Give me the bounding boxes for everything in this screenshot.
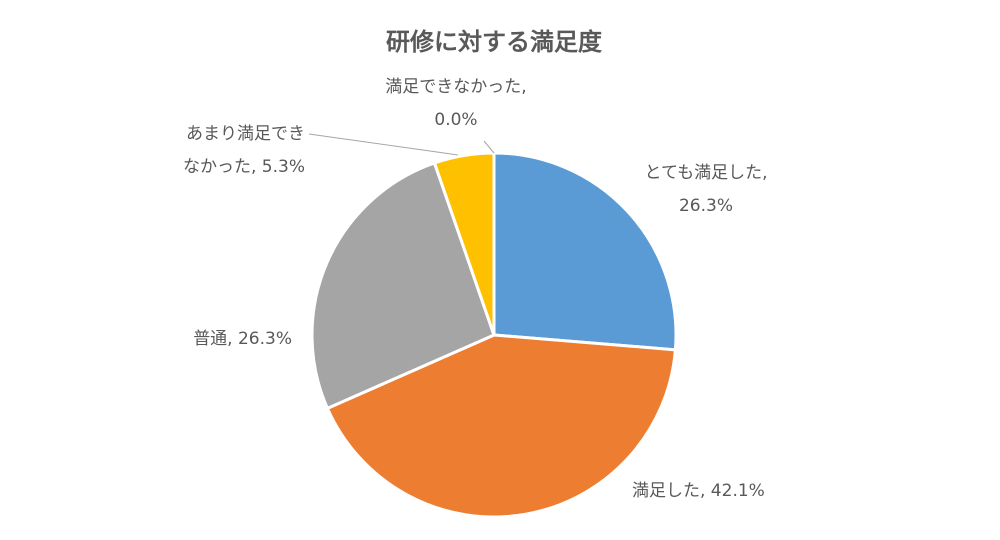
- data-label-line: 満足した, 42.1%: [632, 481, 765, 501]
- leader-lines: [308, 133, 495, 156]
- pie-slices: [310, 151, 678, 519]
- data-label-line: 普通, 26.3%: [193, 329, 292, 349]
- data-labels: とても満足した, 26.3% 満足した, 42.1% 普通, 26.3% あまり満足でき…: [183, 77, 768, 501]
- data-label-line: 0.0%: [434, 110, 477, 130]
- leader-line: [483, 140, 495, 154]
- data-label-line: なかった, 5.3%: [183, 157, 305, 177]
- data-label: とても満足した, 26.3%: [644, 163, 767, 216]
- pie-slice: [325, 333, 678, 519]
- data-label-line: 満足できなかった,: [385, 77, 526, 97]
- data-label: 満足した, 42.1%: [632, 481, 765, 501]
- data-label-line: 26.3%: [679, 196, 733, 216]
- data-label: あまり満足できなかった, 5.3%: [183, 124, 305, 177]
- data-label: 普通, 26.3%: [193, 329, 292, 349]
- chart-title: 研修に対する満足度: [386, 28, 603, 56]
- pie-slice: [310, 161, 496, 411]
- data-label-line: あまり満足でき: [186, 124, 305, 144]
- data-label: 満足できなかった, 0.0%: [385, 77, 526, 130]
- data-label-line: とても満足した,: [644, 163, 767, 183]
- leader-line: [308, 133, 459, 156]
- pie-slice: [492, 151, 678, 352]
